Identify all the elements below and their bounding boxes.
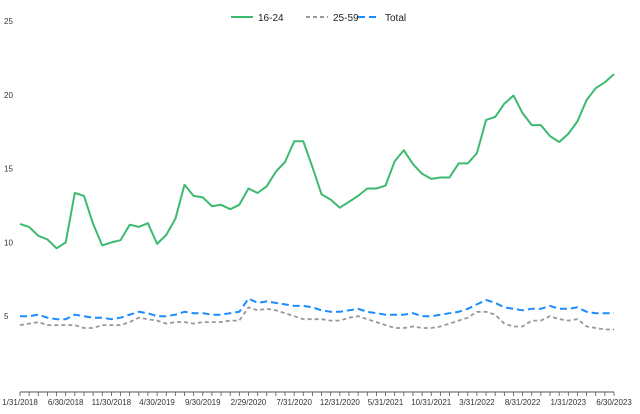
x-tick-label: 11/30/2018 (92, 398, 132, 407)
x-tick-label: 10/31/2021 (411, 398, 452, 407)
x-tick-label: 1/31/2023 (551, 398, 587, 407)
x-axis: 1/31/2018 6/30/2018 11/30/2018 4/30/2019 9/3… (2, 391, 632, 407)
y-tick-label: 5 (4, 312, 9, 321)
y-tick-label: 15 (4, 165, 13, 174)
x-tick-label: 7/31/2020 (276, 398, 312, 407)
legend-label: 25-59 (333, 13, 359, 24)
x-tick-label: 8/31/2022 (505, 398, 541, 407)
series-line-total (20, 297, 614, 321)
x-tick-label: 6/30/2023 (596, 398, 632, 407)
series-lines (19, 73, 615, 331)
series-line-25-59 (19, 306, 614, 331)
y-tick-label: 20 (4, 91, 13, 100)
x-tick-label: 3/31/2022 (459, 398, 495, 407)
legend-label: Total (385, 13, 406, 24)
x-tick-label: 2/29/2020 (231, 398, 267, 407)
y-axis: 5 10 15 20 25 (4, 17, 13, 321)
legend: 16-24 25-59 Total (231, 13, 406, 24)
x-tick-label: 1/31/2018 (2, 398, 38, 407)
y-tick-label: 25 (4, 17, 13, 26)
x-tick-label: 12/31/2020 (320, 398, 361, 407)
x-tick-label: 4/30/2019 (139, 398, 175, 407)
x-tick-label: 6/30/2018 (48, 398, 84, 407)
legend-label: 16-24 (258, 13, 284, 24)
x-tick-label: 5/31/2021 (368, 398, 404, 407)
y-tick-label: 10 (4, 238, 13, 247)
x-tick-label: 9/30/2019 (185, 398, 221, 407)
series-line-16-24 (19, 73, 615, 250)
